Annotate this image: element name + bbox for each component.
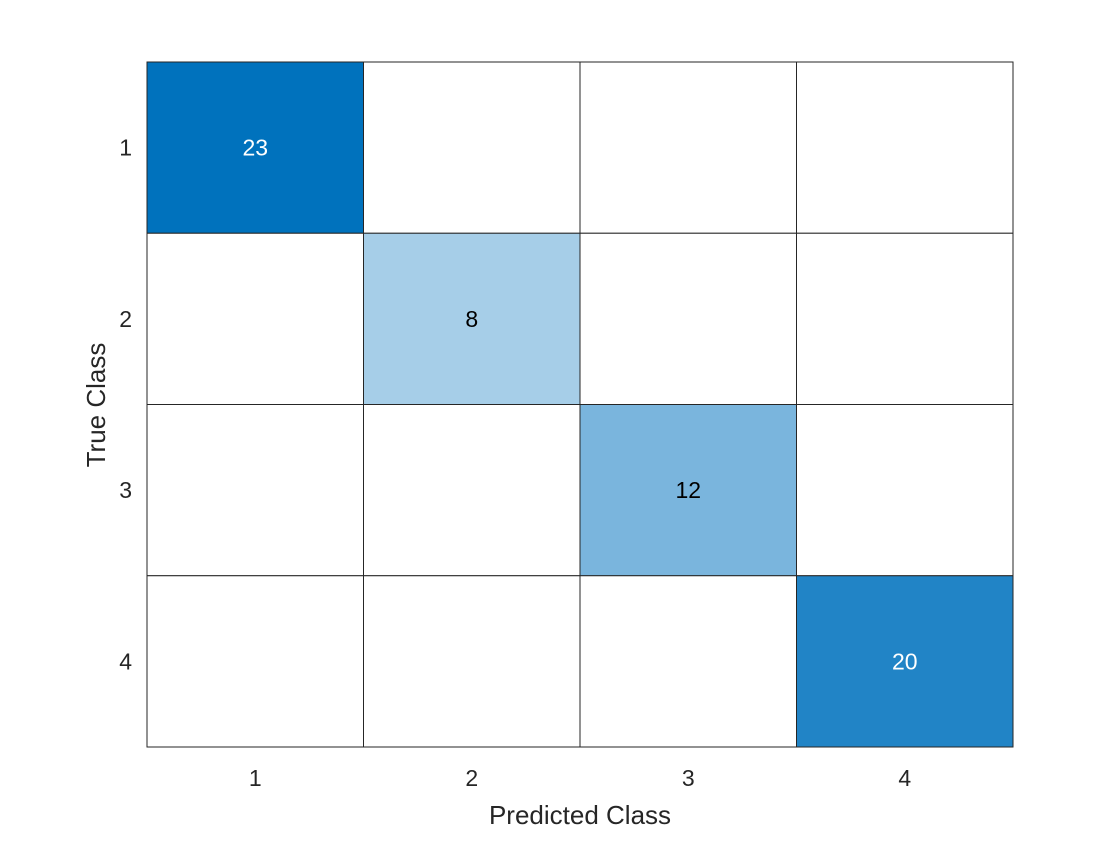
matrix-cell-r1-c3 xyxy=(579,61,797,234)
matrix-cell-r1-c2 xyxy=(363,61,581,234)
cell-value-label-r2-c2: 8 xyxy=(465,306,478,332)
cell-value-label-r3-c3: 12 xyxy=(675,477,701,503)
matrix-cell-r1-c4 xyxy=(796,61,1014,234)
cell-value-label-r4-c4: 20 xyxy=(892,648,918,674)
x-axis-title: Predicted Class xyxy=(489,800,671,830)
matrix-cell-r2-c2 xyxy=(363,232,581,405)
x-tick-label-1: 1 xyxy=(249,765,262,791)
y-tick-label-1: 1 xyxy=(119,135,132,161)
matrix-cell-r3-c4 xyxy=(796,404,1014,577)
matrix-cell-r4-c2 xyxy=(363,575,581,748)
matrix-cell-r2-c3 xyxy=(579,232,797,405)
y-axis-title: True Class xyxy=(81,343,111,468)
x-tick-label-2: 2 xyxy=(465,765,478,791)
matrix-cell-r4-c4 xyxy=(796,575,1014,748)
matrix-cell-r3-c1 xyxy=(146,404,364,577)
y-tick-label-3: 3 xyxy=(119,477,132,503)
y-tick-label-2: 2 xyxy=(119,306,132,332)
cell-value-label-r1-c1: 23 xyxy=(242,135,268,161)
cells-layer: 23 8 12 20 xyxy=(146,61,1014,748)
matrix-cell-r1-c1 xyxy=(146,61,364,234)
matrix-cell-r4-c3 xyxy=(579,575,797,748)
matrix-cell-r4-c1 xyxy=(146,575,364,748)
x-tick-label-3: 3 xyxy=(682,765,695,791)
x-tick-label-4: 4 xyxy=(898,765,911,791)
matrix-cell-r3-c3 xyxy=(579,404,797,577)
y-tick-label-4: 4 xyxy=(119,648,132,674)
matrix-cell-r2-c4 xyxy=(796,232,1014,405)
matrix-cell-r3-c2 xyxy=(363,404,581,577)
matrix-cell-r2-c1 xyxy=(146,232,364,405)
